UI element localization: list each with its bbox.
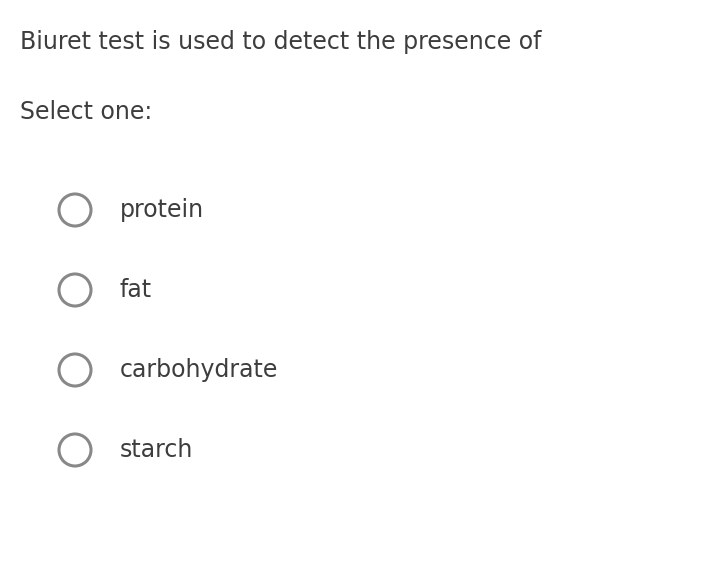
Text: Select one:: Select one: — [20, 100, 152, 124]
Text: fat: fat — [120, 278, 152, 302]
Text: starch: starch — [120, 438, 193, 462]
Text: carbohydrate: carbohydrate — [120, 358, 278, 382]
Text: Biuret test is used to detect the presence of: Biuret test is used to detect the presen… — [20, 30, 542, 54]
Text: protein: protein — [120, 198, 204, 222]
